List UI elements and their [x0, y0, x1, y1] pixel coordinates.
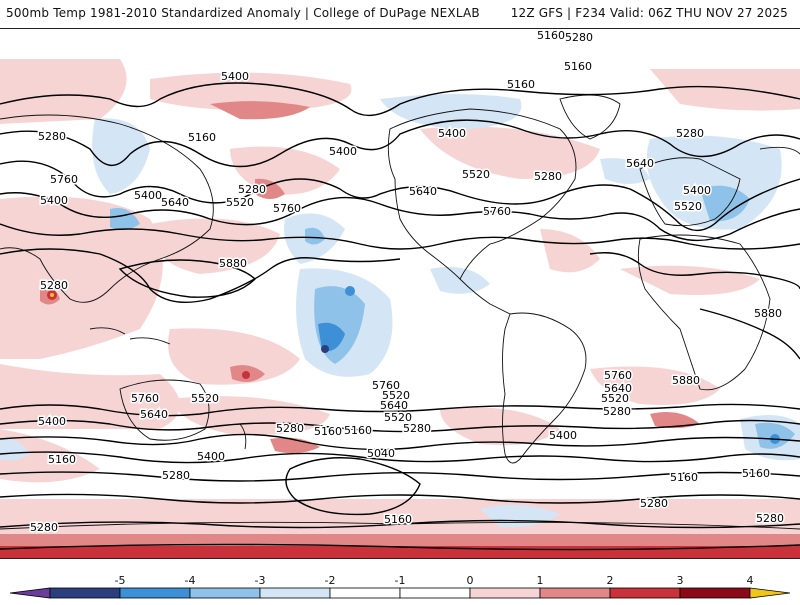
contour-labels: 5400 5280 5160 5400 5640 5520 5280 5760 …: [29, 29, 786, 536]
contour-label: 5160: [188, 131, 216, 144]
contour-label: 5160: [384, 513, 412, 526]
colorbar-segment: [539, 587, 611, 599]
colorbar-tick-label: 2: [606, 574, 614, 587]
colorbar-segment: [329, 587, 401, 599]
contour-label: 5760: [131, 392, 159, 405]
cold-core-marker: [321, 345, 329, 353]
contour-label: 5760: [50, 173, 78, 186]
contour-label: 5520: [191, 392, 219, 405]
contour-label: 5520: [226, 196, 254, 209]
contour-label: 5040: [367, 447, 395, 460]
contour-label: 5280: [276, 422, 304, 435]
contour-label: 5160: [670, 471, 698, 484]
contour-label: 5160: [344, 424, 372, 437]
contour-label: 5160: [742, 467, 770, 480]
model-run-info: 12Z GFS | F234 Valid: 06Z THU NOV 27 202…: [510, 6, 788, 20]
colorbar-tick-label: 1: [536, 574, 544, 587]
contour-label: 5520: [382, 389, 410, 402]
contour-label: 5400: [134, 189, 162, 202]
contour-label: 5280: [603, 405, 631, 418]
contour-label: 5400: [38, 415, 66, 428]
contour-label: 5280: [565, 31, 593, 44]
colorbar-tick-label: -2: [324, 574, 336, 587]
colorbar-segment: [189, 587, 261, 599]
colorbar-segment: [609, 587, 681, 599]
contour-label: 5280: [162, 469, 190, 482]
colorbar-tick-label: -3: [254, 574, 266, 587]
contour-label: 5160: [564, 60, 592, 73]
colorbar-segment: [399, 587, 471, 599]
contour-label: 5880: [219, 257, 247, 270]
contour-label: 5400: [683, 184, 711, 197]
hot-spot-marker: [50, 293, 54, 297]
colorbar-segment: [259, 587, 331, 599]
contour-label: 5640: [140, 408, 168, 421]
colorbar-tick-label: -4: [184, 574, 196, 587]
contour-label: 5400: [197, 450, 225, 463]
contour-label: 5400: [221, 70, 249, 83]
colorbar-tick-label: 0: [466, 574, 474, 587]
contour-label: 5280: [40, 279, 68, 292]
contour-label: 5280: [756, 512, 784, 525]
contour-label: 5640: [626, 157, 654, 170]
contour-label: 5640: [409, 185, 437, 198]
colorbar-low-extension: [9, 587, 51, 599]
colorbar-segment: [49, 587, 121, 599]
contour-label: 5640: [380, 399, 408, 412]
contour-label: 5520: [674, 200, 702, 213]
contour-label: 5760: [273, 202, 301, 215]
contour-label: 5280: [534, 170, 562, 183]
contour-label: 5280: [38, 130, 66, 143]
contour-label: 5520: [384, 411, 412, 424]
contour-label: 5640: [604, 382, 632, 395]
contour-label: 5640: [161, 196, 189, 209]
contour-label: 5400: [438, 127, 466, 140]
contour-label: 5280: [30, 521, 58, 534]
contour-label: 5520: [601, 392, 629, 405]
contour-label: 5280: [640, 497, 668, 510]
contour-label: 5280: [403, 422, 431, 435]
colorbar-tick-label: -5: [114, 574, 126, 587]
colorbar-tick-label: 4: [746, 574, 754, 587]
contour-label: 5760: [483, 205, 511, 218]
colorbar-tick-label: -1: [394, 574, 406, 587]
contour-label: 5160: [507, 78, 535, 91]
contour-label: 5400: [549, 429, 577, 442]
colorbar-segment: [119, 587, 191, 599]
contour-label: 5400: [329, 145, 357, 158]
contour-label: 5760: [372, 379, 400, 392]
map-title: 500mb Temp 1981-2010 Standardized Anomal…: [6, 6, 480, 20]
contour-label: 5280: [676, 127, 704, 140]
contour-label: 5160: [48, 453, 76, 466]
contour-label: 5760: [604, 369, 632, 382]
contour-label: 5400: [40, 194, 68, 207]
contour-label: 5880: [672, 374, 700, 387]
colorbar-tick-label: 3: [676, 574, 684, 587]
contour-label: 5160: [537, 29, 565, 42]
colorbar-segment: [679, 587, 751, 599]
contour-label: 5880: [754, 307, 782, 320]
anomaly-map: 5400 5280 5160 5400 5640 5520 5280 5760 …: [0, 28, 800, 559]
colorbar-segment: [469, 587, 541, 599]
contour-label: 5520: [462, 168, 490, 181]
contour-label: 5280: [238, 183, 266, 196]
contour-label: 5160: [314, 425, 342, 438]
colorbar-high-extension: [749, 587, 791, 599]
height-contours: [0, 82, 800, 551]
colorbar-graphic: [9, 587, 791, 599]
anomaly-colorbar: [0, 560, 800, 600]
map-canvas: 5400 5280 5160 5400 5640 5520 5280 5760 …: [0, 29, 800, 558]
